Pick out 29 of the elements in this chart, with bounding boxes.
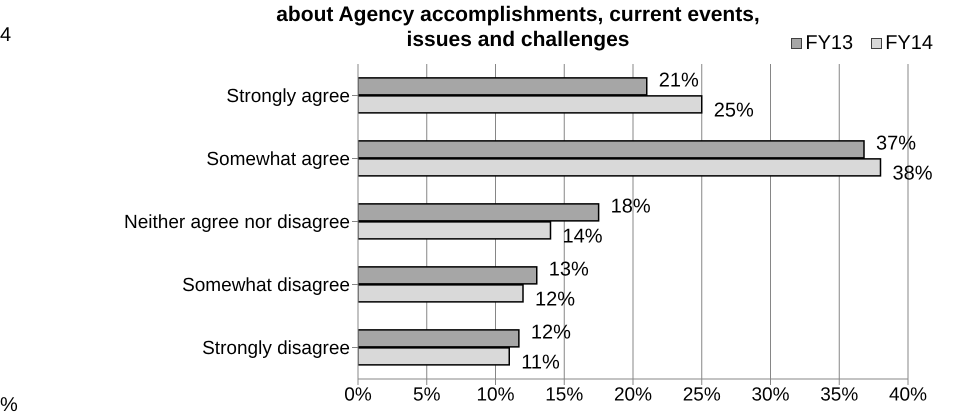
x-tick-label: 10%	[476, 384, 515, 406]
x-tick-label: 25%	[682, 384, 721, 406]
text: %	[0, 394, 18, 417]
data-label: 21%	[658, 70, 699, 92]
text: 4	[0, 24, 12, 47]
x-tick-label: 20%	[614, 384, 652, 406]
x-tick-label: 15%	[545, 384, 584, 406]
y-tick-label: Somewhat disagree	[182, 275, 350, 296]
y-tick-label: Strongly disagree	[202, 338, 350, 360]
y-tick-label: Somewhat agree	[206, 149, 350, 170]
data-label: 12%	[535, 288, 576, 311]
data-label: 12%	[530, 322, 572, 344]
data-label: 37%	[876, 132, 916, 155]
legend-label: FY13	[805, 32, 854, 55]
x-tick-label: 35%	[820, 384, 858, 406]
x-tick-label: 40%	[888, 384, 928, 406]
legend-label: FY14	[885, 32, 933, 55]
x-tick-label: 0%	[344, 384, 372, 406]
chart-title: about Agency accomplishments, current events, issues and challenges	[275, 2, 761, 52]
y-tick-label: Strongly agree	[226, 86, 350, 108]
y-tick-label: Neither agree nor disagree	[124, 212, 350, 234]
x-tick-label: 5%	[413, 384, 441, 406]
data-label: 11%	[521, 352, 560, 374]
data-label: 13%	[548, 258, 589, 281]
data-label: 14%	[562, 226, 603, 248]
data-label: 25%	[714, 100, 754, 122]
data-label: 38%	[892, 162, 933, 185]
data-label: 18%	[610, 196, 651, 218]
x-tick-label: 30%	[751, 384, 790, 406]
